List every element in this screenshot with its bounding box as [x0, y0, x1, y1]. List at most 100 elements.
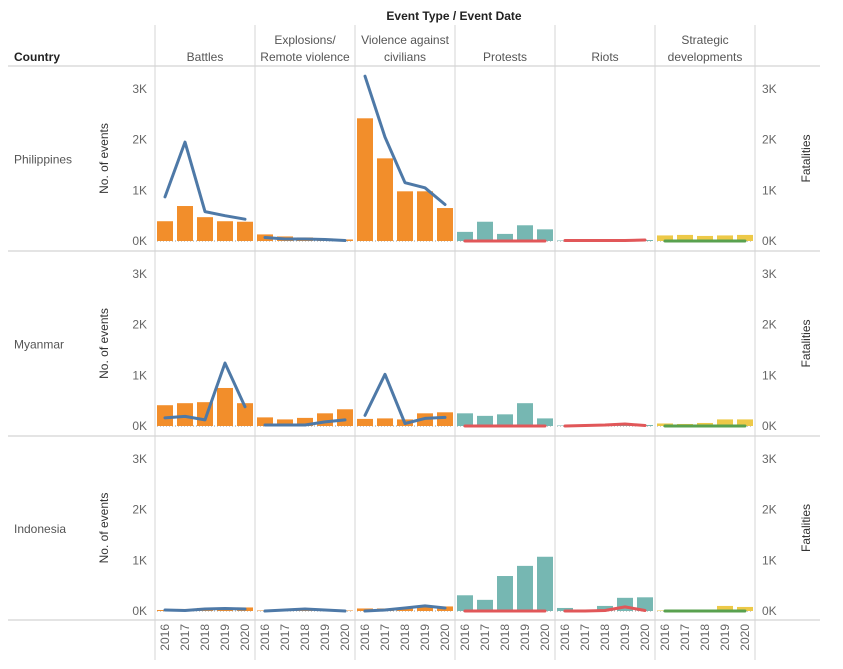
bar-myanmar-strategic-developments-2018	[697, 422, 713, 426]
bar-indonesia-strategic-developments-2020	[737, 606, 753, 611]
bar-myanmar-protests-2019	[517, 403, 533, 426]
column-header-violence-against-civilians: Violence against	[361, 33, 450, 47]
x-tick-label: 2020	[538, 624, 552, 651]
x-tick-label: 2018	[598, 624, 612, 651]
right-tick-label: 3K	[762, 82, 777, 96]
bar-philippines-strategic-developments-2016	[657, 235, 673, 241]
right-tick-label: 3K	[762, 267, 777, 281]
bar-myanmar-battles-2016	[157, 405, 173, 426]
x-tick-label: 2018	[198, 624, 212, 651]
left-tick-label: 0K	[132, 604, 147, 618]
fatalities-line-myanmar-riots	[563, 422, 647, 428]
bar-philippines-protests-2017	[477, 221, 493, 241]
column-header-explosions-remote-violence: Explosions/	[274, 33, 336, 47]
left-tick-label: 2K	[132, 318, 147, 332]
fatalities-line-philippines-riots	[563, 238, 647, 242]
left-tick-label: 3K	[132, 82, 147, 96]
x-tick-label: 2016	[158, 624, 172, 651]
x-tick-label: 2018	[498, 624, 512, 651]
bar-myanmar-explosions-remote-violence-2016	[257, 417, 273, 426]
x-tick-label: 2020	[738, 624, 752, 651]
bar-philippines-battles-2016	[157, 221, 173, 241]
fatalities-line-indonesia-battles	[163, 607, 247, 612]
x-tick-label: 2018	[698, 624, 712, 651]
right-tick-label: 2K	[762, 133, 777, 147]
x-tick-label: 2017	[378, 624, 392, 651]
fatalities-line-myanmar-violence-against-civilians	[363, 372, 447, 425]
x-tick-label: 2019	[618, 624, 632, 651]
bar-myanmar-explosions-remote-violence-2020	[337, 409, 353, 426]
bar-indonesia-riots-2018	[597, 605, 613, 611]
bar-philippines-strategic-developments-2020	[737, 234, 753, 241]
bar-indonesia-violence-against-civilians-2019	[417, 606, 433, 611]
right-tick-label: 1K	[762, 183, 777, 197]
left-tick-label: 0K	[132, 234, 147, 248]
fatalities-line-indonesia-violence-against-civilians	[363, 604, 447, 613]
bar-indonesia-strategic-developments-2019	[717, 605, 733, 611]
x-tick-label: 2017	[478, 624, 492, 651]
x-tick-label: 2016	[658, 624, 672, 651]
bar-indonesia-violence-against-civilians-2018	[397, 608, 413, 611]
left-tick-label: 3K	[132, 267, 147, 281]
right-tick-label: 2K	[762, 318, 777, 332]
x-tick-label: 2019	[218, 624, 232, 651]
bar-philippines-violence-against-civilians-2016	[357, 118, 373, 241]
x-tick-label: 2020	[338, 624, 352, 651]
bar-myanmar-strategic-developments-2019	[717, 419, 733, 426]
column-header-violence-against-civilians: civilians	[384, 50, 426, 64]
bar-indonesia-protests-2019	[517, 565, 533, 611]
right-tick-label: 0K	[762, 604, 777, 618]
bar-myanmar-protests-2020	[537, 418, 553, 426]
fatalities-line-myanmar-explosions-remote-violence	[263, 418, 347, 427]
bar-myanmar-battles-2019	[217, 387, 233, 426]
x-tick-label: 2020	[438, 624, 452, 651]
left-tick-label: 3K	[132, 452, 147, 466]
bar-philippines-battles-2019	[217, 221, 233, 241]
bar-philippines-protests-2016	[457, 231, 473, 241]
x-tick-label: 2019	[418, 624, 432, 651]
right-axis-title: Fatalities	[799, 134, 813, 182]
bar-myanmar-violence-against-civilians-2016	[357, 418, 373, 426]
right-axis-title: Fatalities	[799, 504, 813, 552]
right-tick-label: 1K	[762, 553, 777, 567]
column-header-explosions-remote-violence: Remote violence	[260, 50, 350, 64]
right-tick-label: 1K	[762, 368, 777, 382]
bar-indonesia-protests-2016	[457, 595, 473, 611]
bar-myanmar-violence-against-civilians-2020	[437, 412, 453, 426]
x-tick-label: 2018	[298, 624, 312, 651]
bar-indonesia-protests-2018	[497, 576, 513, 611]
column-header-battles: Battles	[187, 50, 224, 64]
row-label-indonesia: Indonesia	[14, 522, 66, 536]
bar-indonesia-riots-2020	[637, 597, 653, 611]
row-label-philippines: Philippines	[14, 153, 72, 167]
x-tick-label: 2018	[398, 624, 412, 651]
bar-myanmar-strategic-developments-2020	[737, 419, 753, 426]
left-tick-label: 2K	[132, 503, 147, 517]
left-axis-title: No. of events	[97, 493, 111, 564]
x-tick-label: 2016	[358, 624, 372, 651]
bar-myanmar-battles-2017	[177, 403, 193, 426]
left-tick-label: 1K	[132, 368, 147, 382]
x-tick-label: 2016	[258, 624, 272, 651]
x-tick-label: 2019	[718, 624, 732, 651]
bar-indonesia-riots-2016	[557, 607, 573, 611]
bar-philippines-battles-2017	[177, 206, 193, 241]
right-tick-label: 0K	[762, 234, 777, 248]
bar-myanmar-explosions-remote-violence-2018	[297, 417, 313, 426]
fatalities-line-philippines-explosions-remote-violence	[263, 236, 347, 242]
bar-myanmar-explosions-remote-violence-2017	[277, 419, 293, 426]
left-tick-label: 1K	[132, 553, 147, 567]
x-tick-label: 2016	[458, 624, 472, 651]
x-tick-label: 2017	[278, 624, 292, 651]
x-tick-label: 2016	[558, 624, 572, 651]
x-tick-label: 2019	[318, 624, 332, 651]
bar-philippines-battles-2020	[237, 221, 253, 241]
grid-lines	[8, 25, 820, 660]
bar-indonesia-protests-2020	[537, 556, 553, 611]
bar-philippines-violence-against-civilians-2020	[437, 208, 453, 241]
bar-philippines-protests-2018	[497, 233, 513, 241]
left-tick-label: 1K	[132, 183, 147, 197]
bar-myanmar-violence-against-civilians-2017	[377, 418, 393, 426]
bar-philippines-violence-against-civilians-2018	[397, 191, 413, 241]
